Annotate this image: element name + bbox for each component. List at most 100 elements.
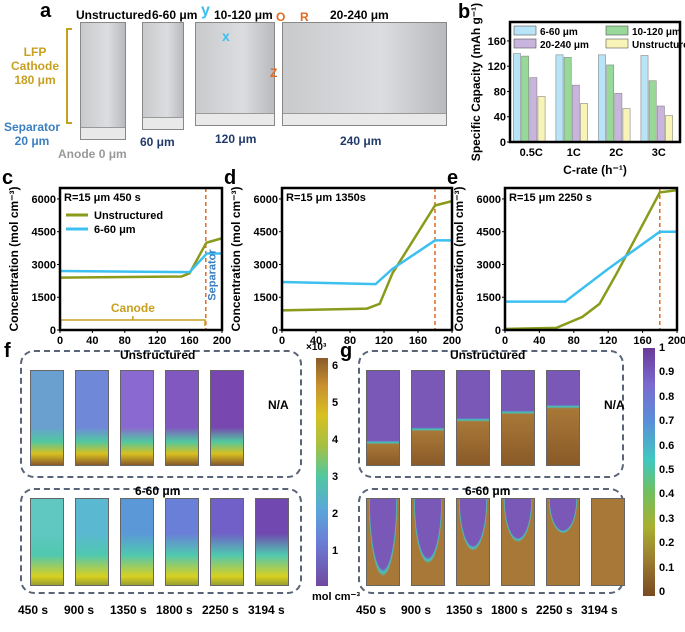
time-label: 3194 s xyxy=(581,603,618,617)
colorbar-tick: 5 xyxy=(332,397,339,409)
x-tick-label: 80 xyxy=(344,335,356,345)
y-tick-label: 4500 xyxy=(477,227,501,239)
structured-group xyxy=(20,488,302,594)
colorbar-tick: 4 xyxy=(332,434,339,446)
plot-frame xyxy=(503,186,679,332)
y-tick-label: 160 xyxy=(488,36,506,48)
charts-svg: b 0 40 80 120 160 Specific Capacity (mAh g⁻¹) C… xyxy=(2,1,685,345)
panel-label: f xyxy=(4,340,11,362)
legend-label: 10-120 μm xyxy=(632,27,681,38)
concentration-prism xyxy=(456,370,490,466)
separator-label: Separator 20 μm xyxy=(0,120,64,148)
separator-label-2: 20 μm xyxy=(14,134,50,148)
colorbar-tick: 1 xyxy=(659,342,666,354)
y-tick-label: 1500 xyxy=(477,292,501,304)
colorbar-f xyxy=(316,358,328,586)
time-label: 3194 s xyxy=(248,603,285,617)
y-tick-label: 3000 xyxy=(254,259,278,271)
time-label: 2250 s xyxy=(202,603,239,617)
bar xyxy=(648,80,657,143)
structure-10-120 xyxy=(195,22,275,126)
x-tick-label: 40 xyxy=(310,335,322,345)
colorbar-tick: 0.4 xyxy=(659,488,675,501)
x-tick-label: 0.5C xyxy=(520,147,543,159)
x-tick-label: 80 xyxy=(568,335,580,345)
annotation: R=15 μm 1350s xyxy=(286,192,366,204)
concentration-prism xyxy=(120,370,154,466)
y-tick-label: 40 xyxy=(494,112,506,124)
cathode-label-2: Cathode xyxy=(11,59,59,73)
x-tick-label: 160 xyxy=(633,335,651,345)
series-line xyxy=(504,188,678,331)
concentration-prism xyxy=(75,370,109,466)
x-tick-label: 1C xyxy=(567,147,581,159)
group-title-6-60: 6-60 μm xyxy=(135,484,181,498)
legend-label: 6-60 μm xyxy=(540,27,578,38)
plot-frame xyxy=(280,186,454,332)
time-label: 1350 s xyxy=(446,603,483,617)
legend-label: Unstructured xyxy=(632,40,685,51)
annotation: R=15 μm 2250 s xyxy=(509,192,592,204)
legend-swatch xyxy=(605,25,629,36)
separator-label-1: Separator xyxy=(3,120,61,134)
concentration-prism xyxy=(210,498,244,586)
colorbar-exponent: ×10³ xyxy=(306,342,327,353)
colorbar-tick: 3 xyxy=(332,471,339,483)
bar xyxy=(656,105,665,143)
bar xyxy=(521,55,530,143)
legend-swatch xyxy=(605,38,629,49)
panel-label: c xyxy=(2,167,13,189)
plot-frame xyxy=(508,20,682,144)
concentration-prism xyxy=(456,498,490,586)
y-tick-label: 0 xyxy=(272,325,278,337)
y-tick-label: 4500 xyxy=(254,227,278,239)
concentration-prism xyxy=(165,370,199,466)
cathode-bracket xyxy=(60,316,206,326)
anode-text: Anode xyxy=(58,147,96,161)
time-label: 1800 s xyxy=(491,603,528,617)
x-axis-label: C-rate (h⁻¹) xyxy=(563,163,627,177)
bar xyxy=(580,103,588,143)
radius-label: R xyxy=(300,10,309,24)
concentration-prism xyxy=(75,498,109,586)
region-label-cathode: Canode xyxy=(111,301,155,315)
title-6-60: 6-60 μm xyxy=(152,8,198,22)
x-tick-label: 200 xyxy=(213,335,231,345)
y-tick-label: 3000 xyxy=(32,259,56,271)
series-line xyxy=(505,230,677,303)
y-tick-label: 4500 xyxy=(32,227,56,239)
concentration-prism xyxy=(501,498,535,586)
colorbar-tick: 0.7 xyxy=(659,415,675,428)
axis-y-label: y xyxy=(201,2,210,19)
colorbar-tick: 6 xyxy=(332,360,339,372)
x-tick-label: 200 xyxy=(668,335,685,345)
structure-6-60 xyxy=(142,22,184,130)
panel-label: g xyxy=(340,340,353,362)
width-240: 240 μm xyxy=(340,134,382,148)
colorbar-tick: 0.2 xyxy=(659,537,675,550)
concentration-prism xyxy=(30,498,64,586)
title-20-240: 20-240 μm xyxy=(330,8,389,22)
panel-label: b xyxy=(458,1,470,23)
legend-swatch xyxy=(513,38,537,49)
anode-value: 0 μm xyxy=(98,147,127,161)
legend-swatch xyxy=(513,25,537,36)
x-tick-label: 160 xyxy=(409,335,427,345)
unstructured-group xyxy=(20,350,302,478)
origin-label: O xyxy=(276,10,286,24)
colorbar-g xyxy=(643,348,655,596)
y-tick-label: 0 xyxy=(50,325,56,337)
structure-20-240 xyxy=(282,22,447,126)
concentration-prism xyxy=(546,498,580,586)
y-axis-label: Concentration (mol cm⁻³) xyxy=(7,186,21,331)
annotation: R=15 μm 450 s xyxy=(64,192,141,204)
group-title-unstructured: Unstructured xyxy=(120,348,196,362)
x-tick-label: 0 xyxy=(57,335,63,345)
region-label-separator: Separator xyxy=(207,249,219,301)
y-tick-label: 0 xyxy=(495,325,501,337)
colorbar-tick: 0.5 xyxy=(659,464,675,476)
na-label: N/A xyxy=(604,398,625,412)
concentration-prism xyxy=(411,498,445,586)
cathode-label: LFP Cathode 180 μm xyxy=(5,45,65,87)
colorbar-tick: 0.1 xyxy=(659,561,675,574)
